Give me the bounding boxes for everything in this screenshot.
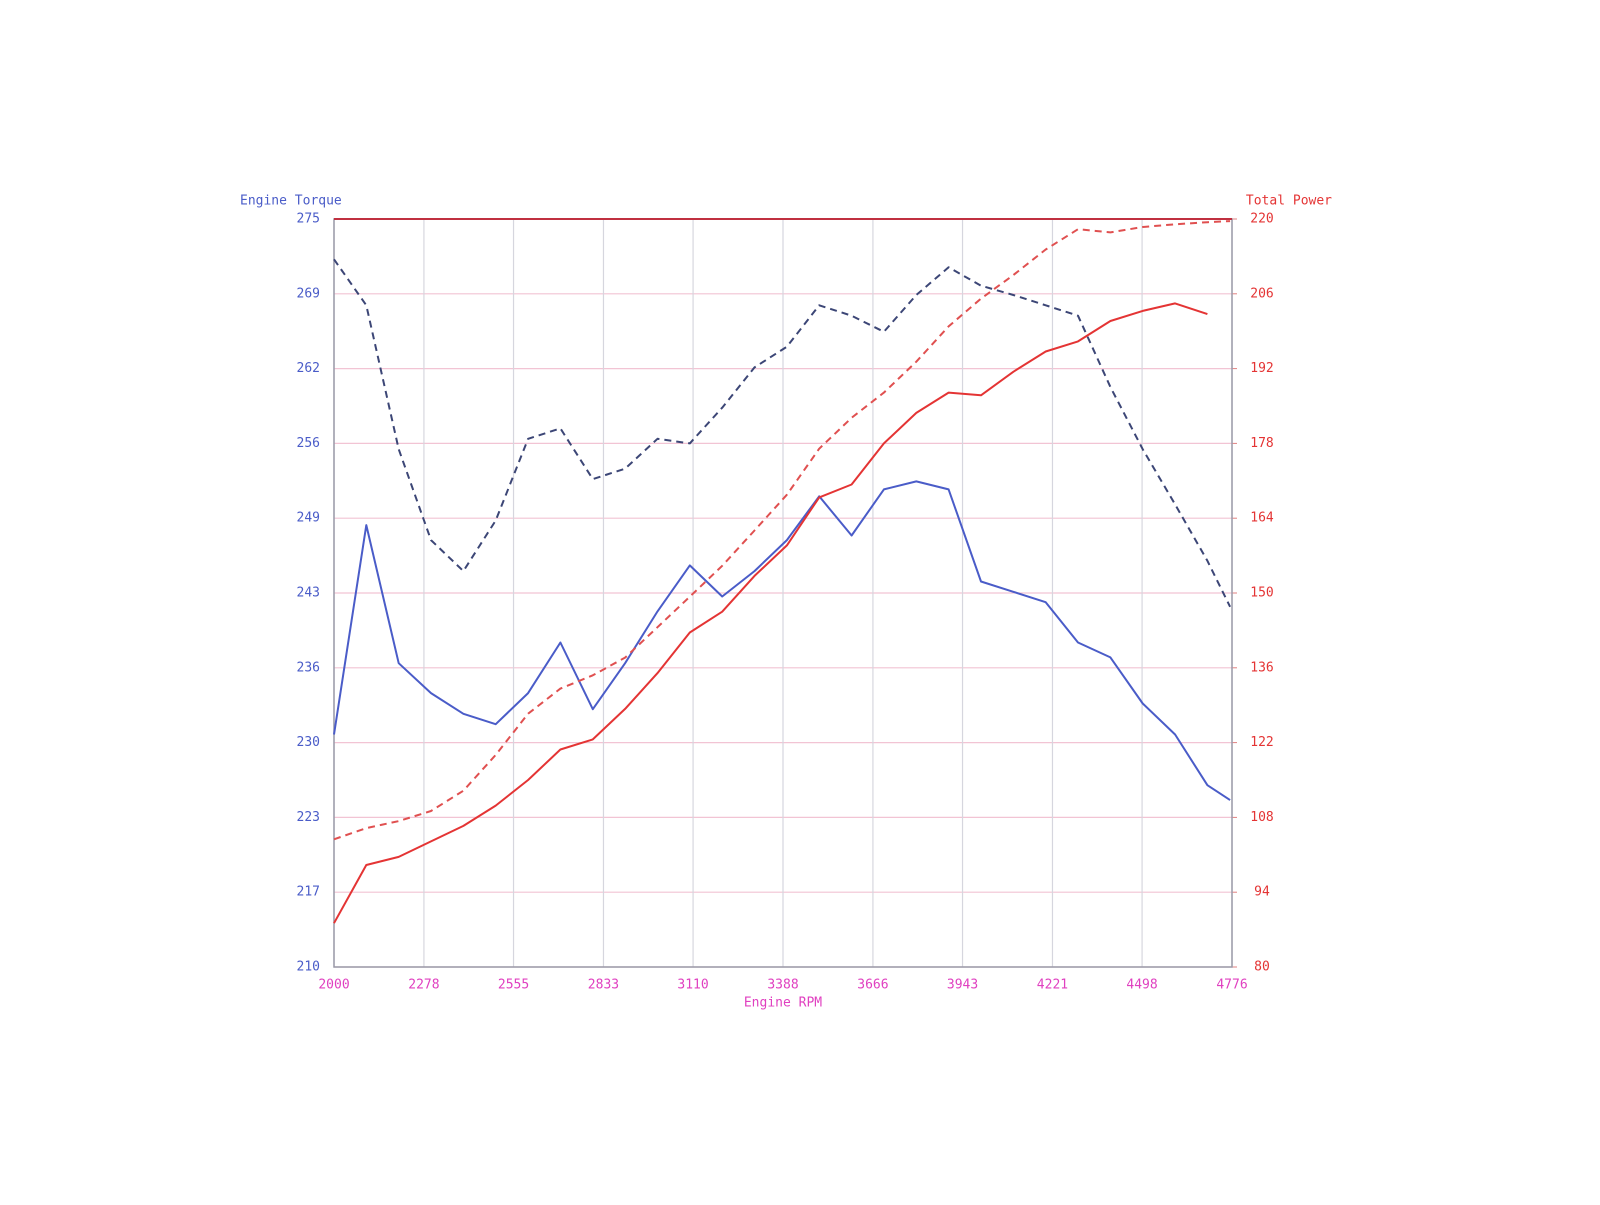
y2-tick-label: 206 (1250, 286, 1273, 301)
y2-tick-label: 150 (1250, 586, 1273, 601)
y2-tick-label: 136 (1250, 660, 1273, 675)
x-tick-label: 3943 (947, 978, 978, 993)
x-tick-label: 3388 (767, 978, 798, 993)
y-tick-label: 269 (297, 286, 320, 301)
y-tick-label: 243 (297, 586, 320, 601)
y-tick-label: 210 (297, 960, 320, 975)
y2-tick-label: 122 (1250, 735, 1273, 750)
y-tick-label: 230 (297, 735, 320, 750)
x-axis-title: Engine RPM (744, 996, 822, 1011)
x-tick-label: 3666 (857, 978, 888, 993)
x-tick-label: 2833 (588, 978, 619, 993)
y2-tick-label: 220 (1250, 212, 1273, 227)
series-line (333, 220, 1231, 841)
y2-tick-label: 178 (1250, 436, 1273, 451)
y2-tick-label: 164 (1250, 511, 1274, 526)
y-tick-label: 236 (297, 660, 320, 675)
x-tick-label: 3110 (677, 978, 708, 993)
x-tick-label: 2555 (498, 978, 529, 993)
y2-tick-label: 192 (1250, 361, 1273, 376)
x-tick-label: 4221 (1037, 978, 1068, 993)
y2-tick-label: 108 (1250, 810, 1273, 825)
series-line (333, 302, 1208, 924)
x-tick-label: 2000 (318, 978, 349, 993)
series-line (333, 258, 1231, 608)
y-tick-label: 275 (297, 212, 320, 227)
x-tick-label: 4498 (1126, 978, 1157, 993)
x-tick-label: 2278 (408, 978, 439, 993)
y2-tick-label: 94 (1254, 885, 1270, 900)
y-tick-label: 249 (297, 511, 320, 526)
y-axis-title: Engine Torque (240, 194, 342, 209)
y2-axis-title: Total Power (1246, 194, 1332, 209)
x-tick-label: 4776 (1216, 978, 1247, 993)
y-tick-label: 223 (297, 810, 320, 825)
y-tick-label: 256 (297, 436, 320, 451)
y2-tick-label: 80 (1254, 960, 1270, 975)
y-tick-label: 217 (297, 885, 320, 900)
series-line (333, 480, 1231, 801)
y-tick-label: 262 (297, 361, 320, 376)
